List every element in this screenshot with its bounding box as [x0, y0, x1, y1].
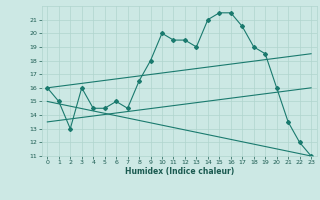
- X-axis label: Humidex (Indice chaleur): Humidex (Indice chaleur): [124, 167, 234, 176]
